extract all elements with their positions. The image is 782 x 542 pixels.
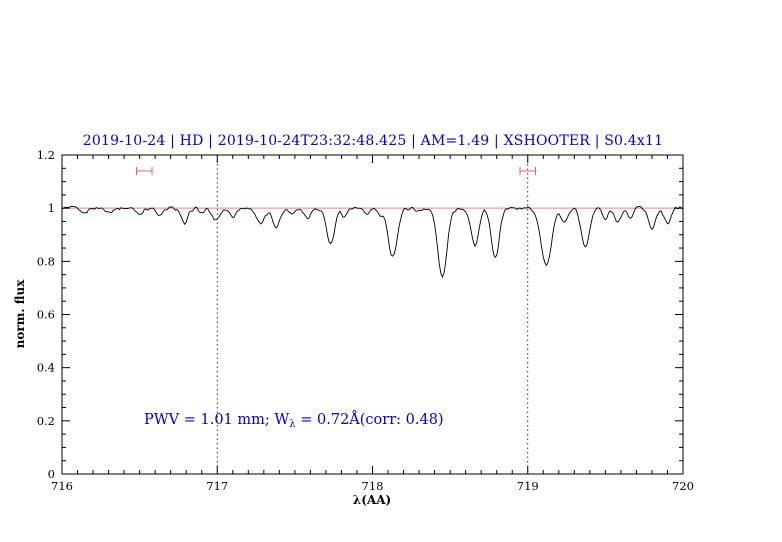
y-tick-label: 0 <box>48 467 55 481</box>
y-tick-label: 0.2 <box>37 414 55 428</box>
pwv-annotation-prefix: PWV = 1.01 mm; W <box>144 412 290 428</box>
axes-box <box>61 154 684 475</box>
x-tick-label: 717 <box>206 479 228 493</box>
x-tick-label: 719 <box>517 479 539 493</box>
pwv-annotation: PWV = 1.01 mm; Wλ = 0.72Å(corr: 0.48) <box>144 412 444 430</box>
y-tick-label: 0.6 <box>37 308 55 322</box>
dotted-gridlines <box>216 155 529 474</box>
y-tick-label: 1 <box>48 201 55 215</box>
plot-title: 2019-10-24 | HD | 2019-10-24T23:32:48.42… <box>82 133 664 149</box>
y-tick-labels: 0 0.2 0.4 0.6 0.8 1 1.2 <box>37 148 55 481</box>
x-tick-label: 716 <box>51 479 73 493</box>
x-axis-label: λ(AA) <box>352 493 392 507</box>
telluric-markers <box>136 166 537 175</box>
axis-ticks <box>61 154 684 475</box>
x-tick-label: 720 <box>672 479 694 493</box>
x-tick-label: 718 <box>362 479 384 493</box>
y-tick-label: 1.2 <box>37 148 55 162</box>
y-tick-label: 0.8 <box>37 254 55 268</box>
x-tick-labels: 716 717 718 719 720 <box>51 479 694 493</box>
pwv-annotation-subscript: λ <box>289 419 296 430</box>
pwv-annotation-suffix: = 0.72Å(corr: 0.48) <box>295 412 444 428</box>
y-tick-label: 0.4 <box>37 361 55 375</box>
spectrum-line <box>61 205 684 279</box>
